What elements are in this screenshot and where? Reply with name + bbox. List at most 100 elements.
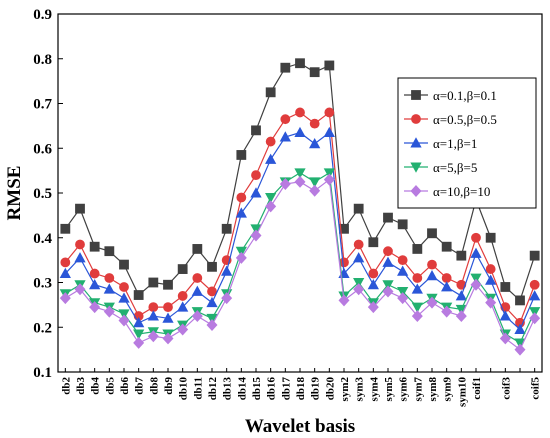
data-point [485,232,496,243]
x-tick-label: db8 [148,377,160,395]
y-tick-label: 0.5 [33,186,52,202]
data-point [119,259,129,270]
data-point [235,246,247,257]
data-point [456,279,467,290]
data-point [397,286,409,298]
legend-label: α=0.1,β=0.1 [433,88,497,103]
data-point [177,264,188,274]
data-point [119,282,129,292]
data-point [426,296,438,309]
data-point [309,177,321,188]
data-point [89,241,100,252]
data-point [294,168,306,179]
data-point [236,192,247,203]
x-tick-label: sym4 [368,377,380,402]
data-point [309,184,321,197]
data-point [455,310,467,323]
data-point [529,290,541,301]
x-tick-label: sym9 [442,377,454,402]
data-point [104,273,115,283]
legend: α=0.1,β=0.1 α=0.5,β=0.5 α=1,β=1 α=5,β=5 α=10… [397,77,537,209]
legend-item: α=5,β=5 [404,160,477,175]
legend-marker [410,185,422,197]
data-point [221,223,232,234]
x-tick-label: db18 [295,377,307,401]
data-point [294,175,306,188]
data-point [411,302,423,313]
x-tick-label: sym6 [398,377,410,402]
data-point [163,279,173,290]
data-point [323,126,335,138]
y-tick-label: 0.6 [33,141,52,157]
data-point [250,229,262,242]
x-tick-label: sym10 [456,377,468,407]
data-point [353,278,365,289]
data-point [485,274,497,285]
data-point [529,279,540,290]
data-point [397,265,409,276]
x-tick-label: sym7 [412,377,424,402]
data-point [118,292,130,303]
data-point [412,244,423,254]
x-tick-label: db20 [324,377,336,401]
data-point [250,187,262,198]
data-point [397,292,409,305]
data-point [471,232,481,243]
data-point [397,219,408,230]
legend-marker [411,114,421,124]
data-point [60,223,71,234]
legend-label: α=0.5,β=0.5 [433,112,497,127]
data-point [529,312,541,325]
data-point [89,301,101,314]
data-point [279,131,291,142]
data-point [368,237,379,248]
x-tick-label: db13 [222,377,234,401]
legend-marker [410,137,422,148]
data-point [104,246,115,257]
data-point [133,329,145,340]
y-axis-title: RMSE [4,166,25,221]
data-point [499,332,511,345]
data-point [103,283,115,294]
y-tick-label: 0.7 [33,97,52,113]
data-point [207,261,217,272]
data-point [514,323,526,334]
data-point [294,126,306,138]
data-point [59,267,71,279]
y-tick-label: 0.9 [33,7,52,23]
data-point [529,250,540,261]
data-point [309,137,321,149]
data-point [177,301,189,312]
data-point [235,207,247,218]
x-tick-label: db19 [310,377,322,401]
data-point [235,251,247,264]
x-tick-label: sym2 [339,377,351,402]
x-tick-label: db17 [280,377,292,401]
data-point [367,301,379,314]
data-point [265,153,277,164]
data-point [191,310,203,323]
series-3 [59,126,541,334]
x-tick-label: db2 [60,377,72,395]
data-point [75,203,85,214]
data-point [147,310,159,321]
data-point [206,296,218,308]
data-point [250,224,262,235]
data-point [74,252,86,263]
data-point [485,264,496,274]
data-point [455,290,467,301]
data-point [499,310,511,321]
data-point [500,282,511,292]
data-point [162,312,174,323]
x-tick-label: db9 [163,377,175,395]
data-point [353,203,364,214]
data-point [221,265,233,276]
x-axis: db2 db3 db4 db5 db6 db7 db8 db9 db10 db11 db12 db13… [60,368,542,407]
series-5 [59,173,541,356]
data-point [485,296,497,309]
data-point [412,273,423,283]
data-point [411,310,423,323]
x-tick-label: db11 [192,377,204,400]
legend-label: α=5,β=5 [433,160,477,175]
data-point [529,307,541,318]
